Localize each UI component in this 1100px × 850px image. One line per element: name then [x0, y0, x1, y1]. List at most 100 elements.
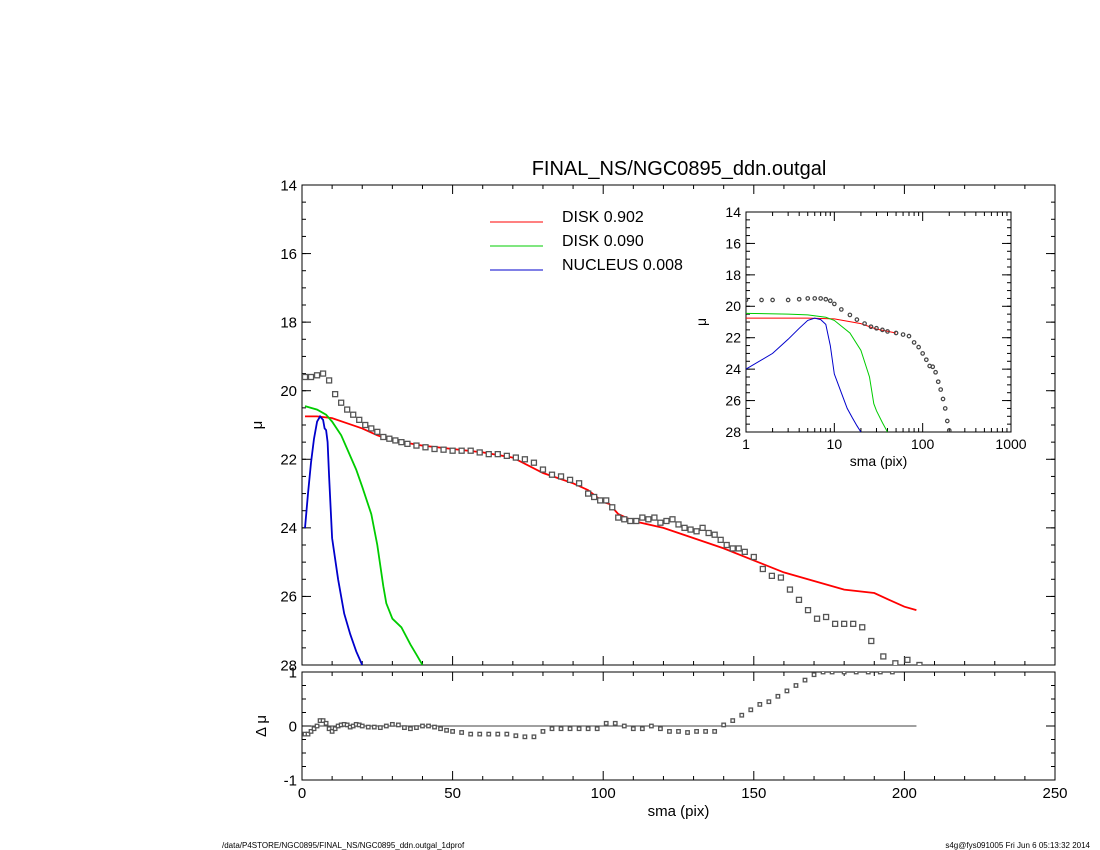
inset-panel: 14 16 18 20 22 24 26 281 10 100 1000 sma (pix) μ	[693, 204, 1027, 469]
main-series-3-point	[687, 526, 694, 533]
main-series-3-point	[362, 421, 369, 429]
residual-series-0-point	[326, 726, 332, 732]
residual-series-0-point	[314, 723, 320, 729]
legend-label: DISK 0.902	[562, 209, 644, 226]
chart-title: FINAL_NS/NGC0895_ddn.outgal	[532, 158, 827, 180]
main-series-3-point	[404, 440, 411, 448]
main-series-3-point	[663, 517, 670, 525]
residual-series-0-point	[748, 707, 754, 713]
main-series-3-point	[591, 493, 598, 501]
residual-series-0-point	[531, 734, 537, 740]
main-ytick-label: 14	[280, 177, 297, 194]
residual-ytick-label: -1	[284, 772, 297, 789]
main-ytick-label: 28	[280, 657, 297, 674]
inset-series-3-point	[938, 387, 944, 392]
inset-series-3-point	[916, 344, 921, 350]
main-series-3-point	[831, 620, 839, 628]
inset-series-3-point	[885, 329, 890, 334]
residual-series-0-point	[841, 672, 847, 675]
main-series-3-point	[398, 438, 405, 446]
main-series-0-line	[305, 415, 917, 611]
residual-series-0-point	[308, 729, 314, 734]
residual-series-0-point	[558, 726, 564, 732]
main-ytick-label: 24	[280, 520, 297, 537]
residual-series-0-point	[395, 722, 401, 728]
inset-series-3-point	[920, 351, 926, 356]
inset-series-0-line	[746, 317, 897, 334]
main-series-1-line	[304, 405, 424, 665]
main-series-3-point	[467, 447, 474, 454]
main-series-3-point	[584, 490, 592, 497]
main-series-3-point	[741, 548, 748, 556]
main-series-3-point	[338, 399, 345, 406]
inset-ytick-label: 28	[725, 424, 741, 440]
residual-series-0-point	[549, 726, 555, 732]
residual-ytick-label: 1	[289, 664, 297, 681]
main-series-3-point	[356, 416, 363, 424]
residual-series-0-point	[486, 731, 492, 737]
residual-series-0-point	[323, 720, 329, 726]
main-series-3-point	[916, 661, 923, 665]
inset-ytick-label: 26	[725, 392, 741, 408]
main-series-3-point	[449, 447, 456, 454]
main-series-3-point	[768, 572, 776, 580]
main-series-3-point	[597, 497, 604, 504]
main-series-3-point	[344, 406, 351, 413]
main-series-3-point	[723, 541, 730, 549]
residual-series-0-point	[594, 726, 600, 732]
main-series-3-point	[548, 471, 556, 478]
main-series-3-point	[603, 497, 610, 504]
residual-series-0-point	[305, 731, 311, 737]
residual-series-0-point	[603, 720, 609, 726]
main-series-3-point	[868, 637, 875, 645]
residual-xtick-label: 0	[298, 785, 306, 802]
inset-ytick-label: 14	[725, 204, 741, 220]
residual-series-0-point	[513, 733, 519, 739]
main-series-3-point	[413, 442, 420, 449]
inset-series-3-point	[823, 296, 829, 302]
inset-series-3-point	[838, 307, 844, 312]
inset-frame	[745, 211, 1012, 433]
residual-series-0-point	[775, 693, 781, 699]
residual-series-0-point	[459, 730, 465, 735]
main-series-3-point	[786, 586, 794, 593]
main-series-3-point	[657, 519, 664, 526]
main-series-3-point	[735, 545, 742, 552]
inset-series-3-point	[796, 296, 802, 302]
legend-label: NUCLEUS 0.008	[562, 257, 683, 274]
footer-file-path: /data/P4STORE/NGC0895/FINAL_NS/NGC0895_d…	[222, 841, 465, 850]
inset-series-1-line	[746, 312, 888, 432]
residual-series-0-point	[504, 731, 510, 737]
residual-series-0-point	[332, 726, 338, 732]
legend-label: DISK 0.090	[562, 233, 644, 250]
residual-y-axis-label: Δ μ	[253, 715, 270, 737]
residual-series-0-point	[877, 672, 883, 675]
inset-series-2-line	[746, 317, 862, 432]
residual-xtick-label: 50	[444, 785, 461, 802]
residual-series-0-point	[784, 688, 790, 694]
residual-series-0-point	[721, 722, 727, 728]
inset-series-3-point	[930, 364, 936, 370]
residual-series-0-point	[329, 729, 335, 734]
inset-series-3-point	[759, 297, 764, 303]
inset-series-3-point	[827, 298, 833, 304]
residual-series-0-point	[444, 727, 449, 733]
residual-series-0-point	[311, 726, 317, 732]
main-series-3-point	[729, 545, 736, 552]
residual-series-0-point	[408, 726, 413, 732]
inset-series-3-point	[946, 428, 952, 432]
inset-series-3-point	[933, 369, 938, 375]
inset-ytick-label: 18	[725, 267, 741, 283]
main-series-3-point	[841, 620, 848, 628]
inset-x-axis-label: sma (pix)	[850, 453, 908, 469]
inset-series-3-point	[900, 332, 906, 337]
main-series-3-point	[705, 529, 712, 537]
residual-series-0-point	[621, 723, 627, 729]
inset-series-3-point	[868, 324, 874, 330]
main-series-3-point	[325, 377, 333, 384]
residual-series-0-point	[757, 702, 763, 707]
main-series-3-point	[850, 620, 857, 628]
residual-series-0-point	[414, 725, 419, 731]
